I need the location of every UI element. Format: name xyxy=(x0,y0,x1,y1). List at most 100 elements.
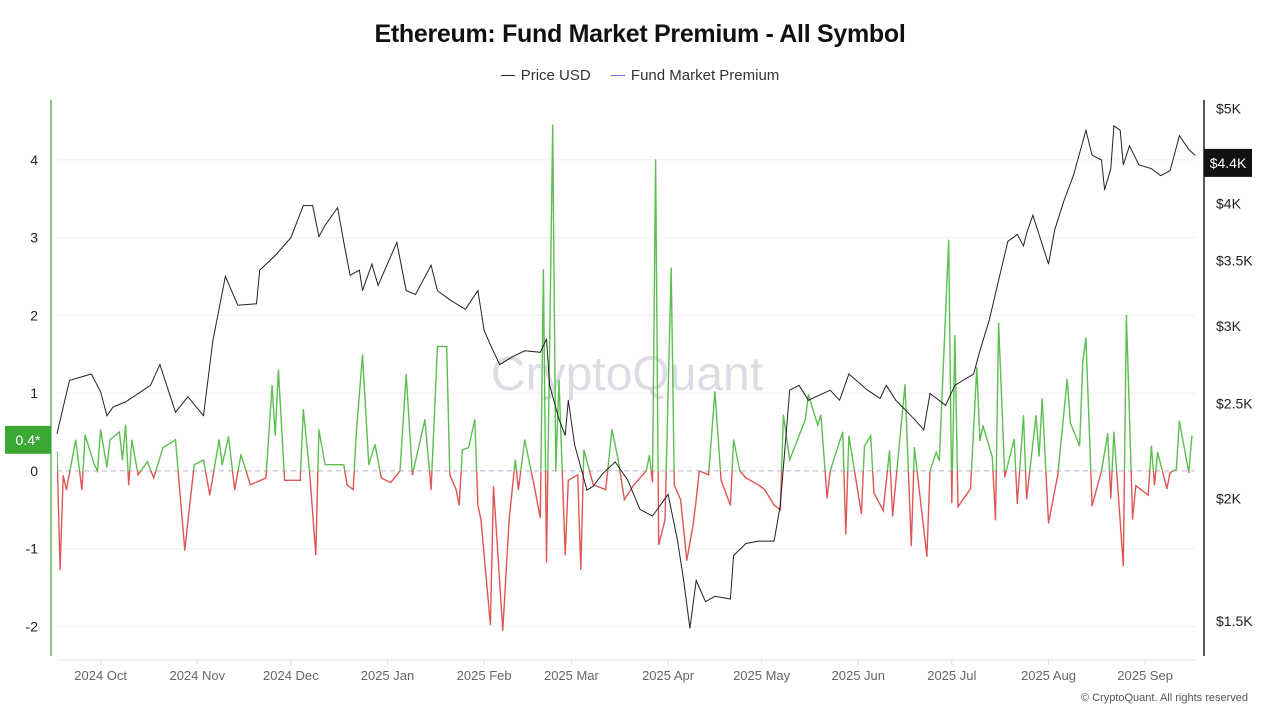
price-point xyxy=(683,580,685,581)
price-point xyxy=(745,543,747,544)
premium-point xyxy=(1107,433,1109,435)
price-point xyxy=(324,224,326,226)
premium-point xyxy=(708,474,710,476)
price-point xyxy=(1023,245,1024,247)
premium-point xyxy=(617,459,619,461)
y-right-tick-label: $4K xyxy=(1216,195,1242,211)
price-point xyxy=(913,418,915,420)
premium-point xyxy=(467,446,470,449)
price-point xyxy=(677,539,678,541)
price-point xyxy=(988,319,990,321)
price-point xyxy=(1150,168,1152,170)
premium-point xyxy=(1113,431,1115,433)
premium-point xyxy=(782,414,785,416)
premium-point xyxy=(1125,314,1128,317)
price-point xyxy=(1138,164,1140,166)
price-point xyxy=(586,489,588,491)
premium-point xyxy=(1147,494,1149,496)
premium-point xyxy=(106,466,108,468)
price-point xyxy=(312,205,314,206)
price-point xyxy=(652,515,653,517)
premium-point xyxy=(860,513,862,515)
premium-point xyxy=(1041,398,1043,400)
premium-point xyxy=(84,434,86,436)
premium-point xyxy=(193,464,195,466)
premium-point xyxy=(648,454,650,456)
premium-point xyxy=(848,435,850,437)
price-point xyxy=(396,242,398,243)
price-point xyxy=(359,269,360,271)
price-point xyxy=(489,344,491,346)
premium-point xyxy=(449,474,451,476)
premium-point xyxy=(1016,502,1018,505)
premium-point xyxy=(405,373,407,376)
premium-point xyxy=(96,470,99,472)
premium-point xyxy=(926,555,928,558)
premium-point xyxy=(929,470,931,472)
premium-point xyxy=(346,484,348,486)
premium-point xyxy=(910,544,912,547)
price-point xyxy=(449,299,451,301)
price-point xyxy=(895,399,897,401)
price-point xyxy=(689,627,691,629)
price-point xyxy=(1104,189,1105,191)
premium-point xyxy=(1153,484,1156,486)
x-tick-label: 2025 Feb xyxy=(457,668,512,683)
axes: 4 3 2 1 0 -1 -2 $5K $4K $3.5K $3K $2.5K $2K $1.5K 2024… xyxy=(5,100,1253,683)
premium-line-swatch-icon xyxy=(610,74,625,76)
premium-point xyxy=(240,453,242,456)
price-point xyxy=(477,290,479,291)
premium-point xyxy=(670,267,672,269)
premium-point xyxy=(714,391,716,393)
watermark: CryptoQuant xyxy=(491,348,763,401)
price-point xyxy=(318,236,320,238)
price-point xyxy=(465,308,466,310)
price-point xyxy=(150,384,151,386)
premium-point xyxy=(1066,378,1068,380)
premium-point xyxy=(146,460,149,463)
premium-point xyxy=(100,429,102,431)
premium-point xyxy=(979,439,981,442)
premium-point xyxy=(549,349,551,351)
price-point xyxy=(839,399,840,401)
y-left-tick-label: 4 xyxy=(30,152,38,168)
price-point xyxy=(667,493,669,495)
price-point xyxy=(483,329,485,331)
price-point xyxy=(1101,159,1102,161)
price-point xyxy=(929,393,931,394)
price-point xyxy=(212,339,214,341)
x-tick-label: 2024 Nov xyxy=(169,668,225,683)
price-point xyxy=(175,411,176,413)
price-point xyxy=(405,290,407,291)
price-point xyxy=(558,418,560,420)
legend-item-price[interactable]: Price USD xyxy=(500,67,591,84)
premium-point xyxy=(249,484,251,486)
premium-point xyxy=(184,549,186,551)
premium-point xyxy=(826,497,828,499)
current-premium-label: 0.4* xyxy=(16,432,41,448)
price-point xyxy=(187,396,189,398)
premium-point xyxy=(533,484,535,486)
price-point xyxy=(733,555,734,556)
premium-point xyxy=(118,431,120,433)
premium-point xyxy=(577,474,579,476)
price-point xyxy=(954,384,956,386)
premium-point xyxy=(873,492,875,494)
premium-point xyxy=(380,477,382,479)
price-point xyxy=(758,540,759,542)
price-points xyxy=(56,125,1196,629)
price-point xyxy=(1026,232,1028,234)
premium-point xyxy=(664,519,666,521)
premium-point xyxy=(162,446,164,449)
premium-point xyxy=(1091,505,1093,507)
price-point xyxy=(807,399,809,401)
price-point xyxy=(1110,168,1112,170)
price-point xyxy=(1169,170,1171,172)
premium-point xyxy=(720,479,722,481)
price-point xyxy=(973,373,975,375)
premium-point xyxy=(62,474,64,477)
x-tick-label: 2025 Apr xyxy=(642,668,695,683)
premium-point xyxy=(882,509,884,512)
legend-item-premium[interactable]: Fund Market Premium xyxy=(610,67,779,84)
